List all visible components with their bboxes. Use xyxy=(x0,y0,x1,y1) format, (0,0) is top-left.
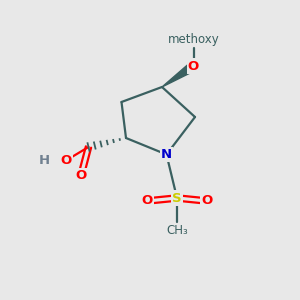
Text: O: O xyxy=(141,194,153,208)
Text: methoxy: methoxy xyxy=(168,32,219,46)
Text: O: O xyxy=(201,194,213,208)
Text: N: N xyxy=(161,148,172,161)
Text: CH₃: CH₃ xyxy=(166,224,188,238)
Text: O: O xyxy=(188,59,199,73)
Text: S: S xyxy=(172,191,182,205)
Text: H: H xyxy=(39,154,50,167)
Polygon shape xyxy=(162,62,196,87)
Text: O: O xyxy=(60,154,72,167)
Text: O: O xyxy=(75,169,87,182)
